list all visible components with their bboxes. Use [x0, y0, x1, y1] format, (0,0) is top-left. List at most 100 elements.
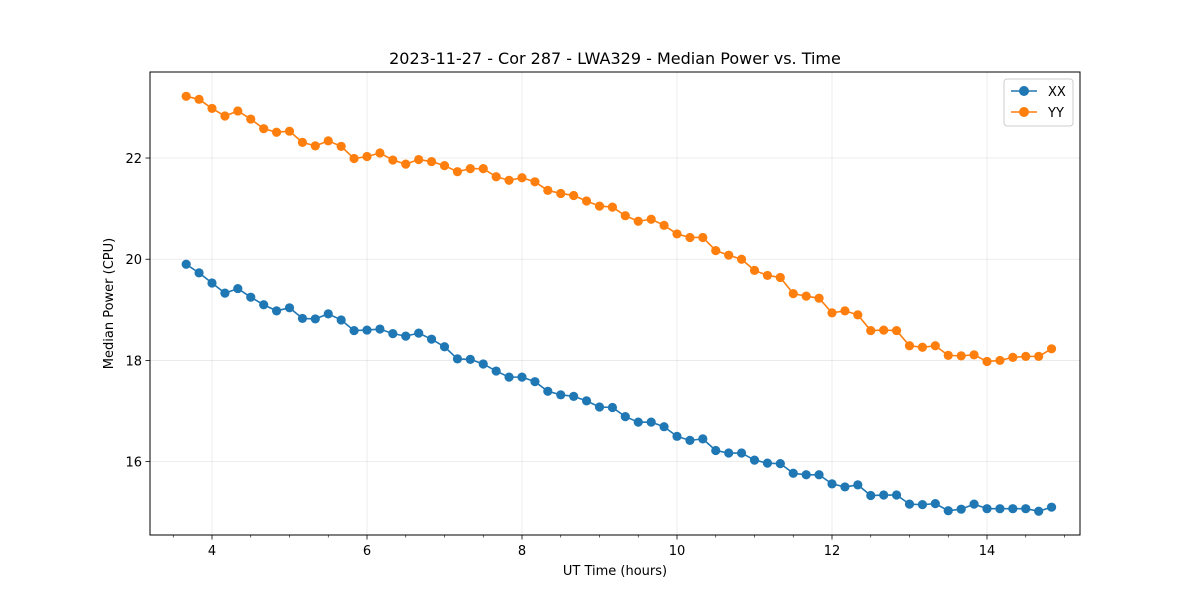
data-point-yy — [517, 173, 527, 183]
data-point-yy — [233, 106, 243, 116]
data-point-xx — [491, 366, 501, 376]
data-point-yy — [401, 159, 411, 169]
y-axis-label: Median Power (CPU) — [102, 238, 117, 369]
data-point-xx — [620, 411, 630, 422]
data-point-xx — [943, 506, 953, 516]
data-point-xx — [1034, 506, 1044, 516]
data-point-yy — [943, 350, 953, 360]
data-point-yy — [917, 342, 928, 352]
data-point-xx — [478, 359, 488, 369]
y-tick-label: 22 — [125, 152, 142, 167]
data-point-xx — [388, 329, 398, 339]
y-tick-label: 18 — [125, 354, 142, 369]
data-point-yy — [1008, 352, 1018, 362]
chart-title: 2023-11-27 - Cor 287 - LWA329 - Median P… — [389, 49, 841, 68]
data-point-xx — [982, 504, 992, 514]
data-point-yy — [388, 155, 398, 165]
data-point-xx — [543, 386, 553, 396]
data-point-xx — [349, 325, 359, 336]
data-point-xx — [220, 288, 230, 298]
data-point-yy — [672, 229, 682, 239]
data-point-xx — [736, 448, 747, 458]
data-point-xx — [284, 303, 295, 313]
data-point-yy — [969, 350, 979, 360]
data-point-xx — [271, 306, 282, 316]
data-point-xx — [646, 417, 656, 427]
data-point-yy — [220, 111, 230, 121]
data-point-yy — [827, 308, 837, 318]
data-point-yy — [465, 164, 475, 174]
legend-xx-marker — [1019, 86, 1029, 96]
data-point-xx — [775, 459, 785, 469]
data-point-yy — [995, 355, 1005, 366]
series-yy — [181, 91, 1057, 367]
data-point-yy — [814, 293, 824, 303]
data-point-xx — [336, 315, 346, 325]
data-point-yy — [711, 246, 721, 256]
data-point-xx — [297, 313, 308, 324]
data-point-yy — [594, 201, 605, 211]
data-point-yy — [336, 141, 346, 151]
data-point-yy — [607, 202, 618, 212]
data-point-xx — [207, 278, 217, 288]
data-point-xx — [840, 482, 850, 492]
data-point-yy — [375, 148, 385, 158]
data-point-xx — [969, 499, 979, 509]
legend-yy-label: YY — [1047, 106, 1064, 121]
data-point-yy — [788, 289, 798, 299]
data-point-yy — [581, 196, 592, 206]
data-point-xx — [310, 314, 320, 324]
data-point-xx — [426, 334, 437, 344]
data-point-yy — [620, 211, 630, 221]
data-point-xx — [788, 468, 798, 478]
data-point-xx — [724, 448, 734, 458]
data-point-yy — [736, 254, 747, 264]
data-point-xx — [698, 434, 708, 444]
series-layer — [181, 91, 1057, 516]
data-point-xx — [233, 283, 243, 294]
data-point-yy — [930, 341, 940, 351]
data-point-xx — [362, 325, 372, 335]
data-point-xx — [891, 490, 902, 500]
data-point-yy — [685, 232, 695, 243]
data-point-xx — [814, 470, 824, 480]
data-point-yy — [426, 156, 437, 167]
data-point-yy — [181, 91, 191, 101]
data-point-yy — [879, 325, 889, 335]
x-tick-label: 4 — [208, 544, 216, 559]
data-point-yy — [556, 188, 566, 199]
legend-yy-marker — [1019, 107, 1029, 117]
data-point-xx — [633, 417, 643, 427]
x-tick-label: 12 — [824, 544, 841, 559]
data-point-yy — [749, 265, 760, 275]
data-point-yy — [1046, 344, 1057, 354]
data-point-yy — [259, 124, 269, 134]
data-point-xx — [801, 470, 811, 480]
data-point-yy — [956, 351, 966, 361]
data-point-yy — [1021, 351, 1031, 361]
data-point-xx — [181, 259, 191, 269]
data-point-yy — [801, 291, 811, 301]
data-point-yy — [543, 185, 553, 196]
data-point-yy — [349, 153, 359, 164]
data-point-yy — [866, 325, 876, 336]
data-point-yy — [478, 164, 488, 174]
data-point-xx — [594, 402, 605, 412]
x-tick-label: 8 — [518, 544, 526, 559]
data-point-xx — [401, 331, 411, 341]
data-point-yy — [659, 220, 669, 230]
x-tick-label: 14 — [979, 544, 996, 559]
legend-xx-label: XX — [1048, 85, 1066, 100]
data-point-yy — [698, 232, 708, 243]
plot-frame — [149, 71, 1081, 536]
data-point-xx — [917, 500, 928, 510]
data-point-xx — [1021, 504, 1031, 514]
data-point-xx — [853, 480, 863, 490]
data-point-yy — [310, 141, 320, 151]
data-point-yy — [439, 161, 450, 171]
data-point-yy — [840, 306, 850, 316]
data-point-yy — [323, 136, 333, 146]
x-tick-label: 10 — [669, 544, 686, 559]
y-tick-label: 16 — [125, 456, 142, 471]
